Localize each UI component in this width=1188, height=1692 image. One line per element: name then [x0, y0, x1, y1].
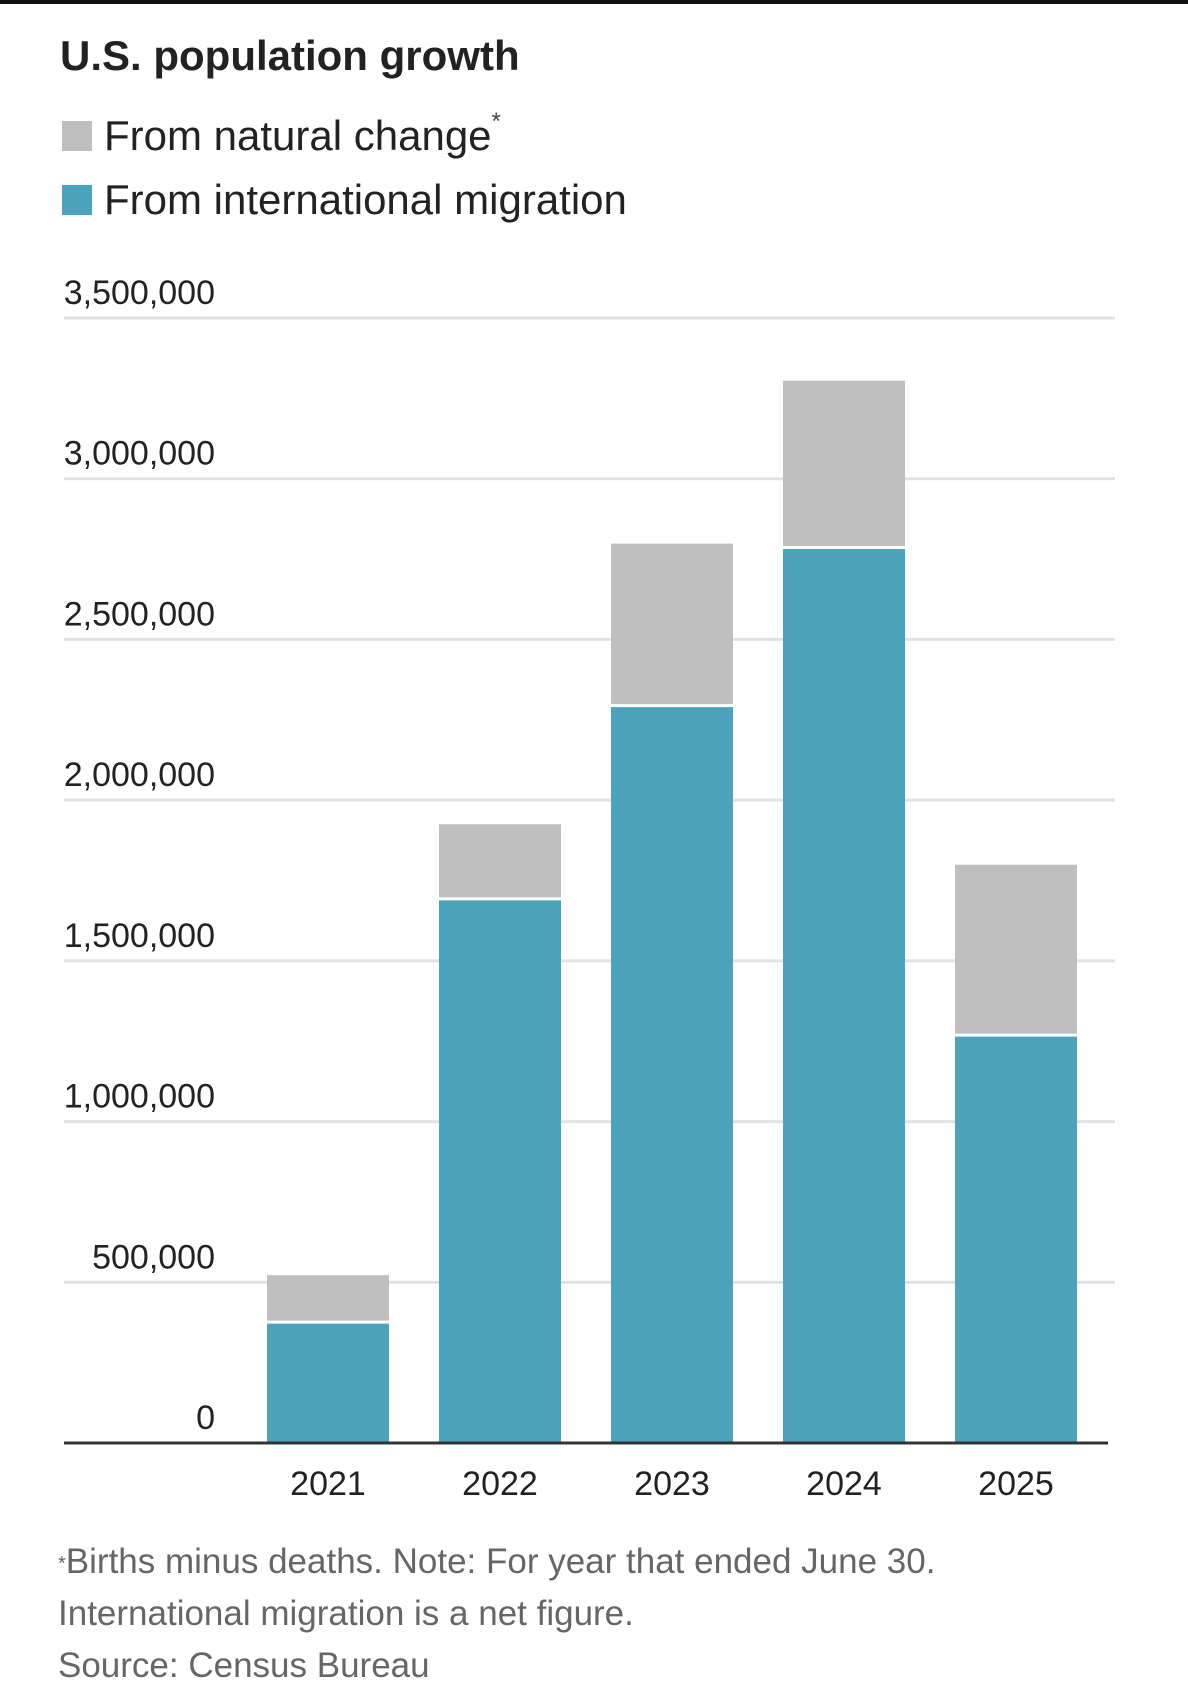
chart-title: U.S. population growth — [60, 32, 520, 79]
x-tick-label: 2025 — [978, 1465, 1054, 1500]
y-tick-label: 2,500,000 — [64, 595, 215, 633]
y-tick-label: 2,000,000 — [64, 756, 215, 794]
legend-label-natural-change: From natural change — [104, 112, 492, 159]
bar-segment — [611, 705, 733, 1443]
y-tick-label: 3,000,000 — [64, 435, 215, 473]
legend-asterisk: * — [491, 108, 501, 135]
bar-segment — [439, 824, 561, 899]
bar-segment — [267, 1322, 389, 1443]
x-tick-label: 2023 — [634, 1465, 710, 1500]
bar-segment — [955, 864, 1077, 1036]
footnote-line-1: Births minus deaths. Note: For year that… — [65, 1542, 936, 1581]
bar-segment — [267, 1275, 389, 1323]
bar-segment — [783, 547, 905, 1443]
y-tick-label: 500,000 — [92, 1238, 215, 1276]
top-rule — [0, 0, 1188, 4]
bar-segment — [783, 380, 905, 548]
legend-swatch-international-migration — [62, 185, 92, 215]
x-tick-label: 2022 — [462, 1465, 538, 1500]
x-tick-label: 2021 — [290, 1465, 366, 1500]
legend-label-international-migration: From international migration — [104, 176, 627, 223]
footnote-line-3: Source: Census Bureau — [58, 1646, 430, 1685]
stacked-bar-chart: 0 500,000 1,000,000 1,500,000 2,000,000 2,500… — [64, 274, 1115, 1500]
y-tick-label: 1,000,000 — [64, 1078, 215, 1116]
y-tick-label: 1,500,000 — [64, 917, 215, 955]
y-tick-label: 3,500,000 — [64, 274, 215, 312]
legend-item-natural-change: From natural change* — [62, 104, 627, 168]
legend: From natural change* From international … — [62, 104, 627, 232]
legend-swatch-natural-change — [62, 121, 92, 151]
x-tick-label: 2024 — [806, 1465, 882, 1500]
footnote-line-2: International migration is a net figure. — [58, 1594, 634, 1633]
bar-segment — [439, 898, 561, 1443]
bar-segment — [955, 1035, 1077, 1443]
footnote: *Births minus deaths. Note: For year tha… — [58, 1536, 935, 1692]
y-tick-label: 0 — [196, 1399, 215, 1437]
bar-segment — [611, 543, 733, 706]
legend-item-international-migration: From international migration — [62, 168, 627, 232]
footnote-asterisk: * — [58, 1553, 66, 1575]
